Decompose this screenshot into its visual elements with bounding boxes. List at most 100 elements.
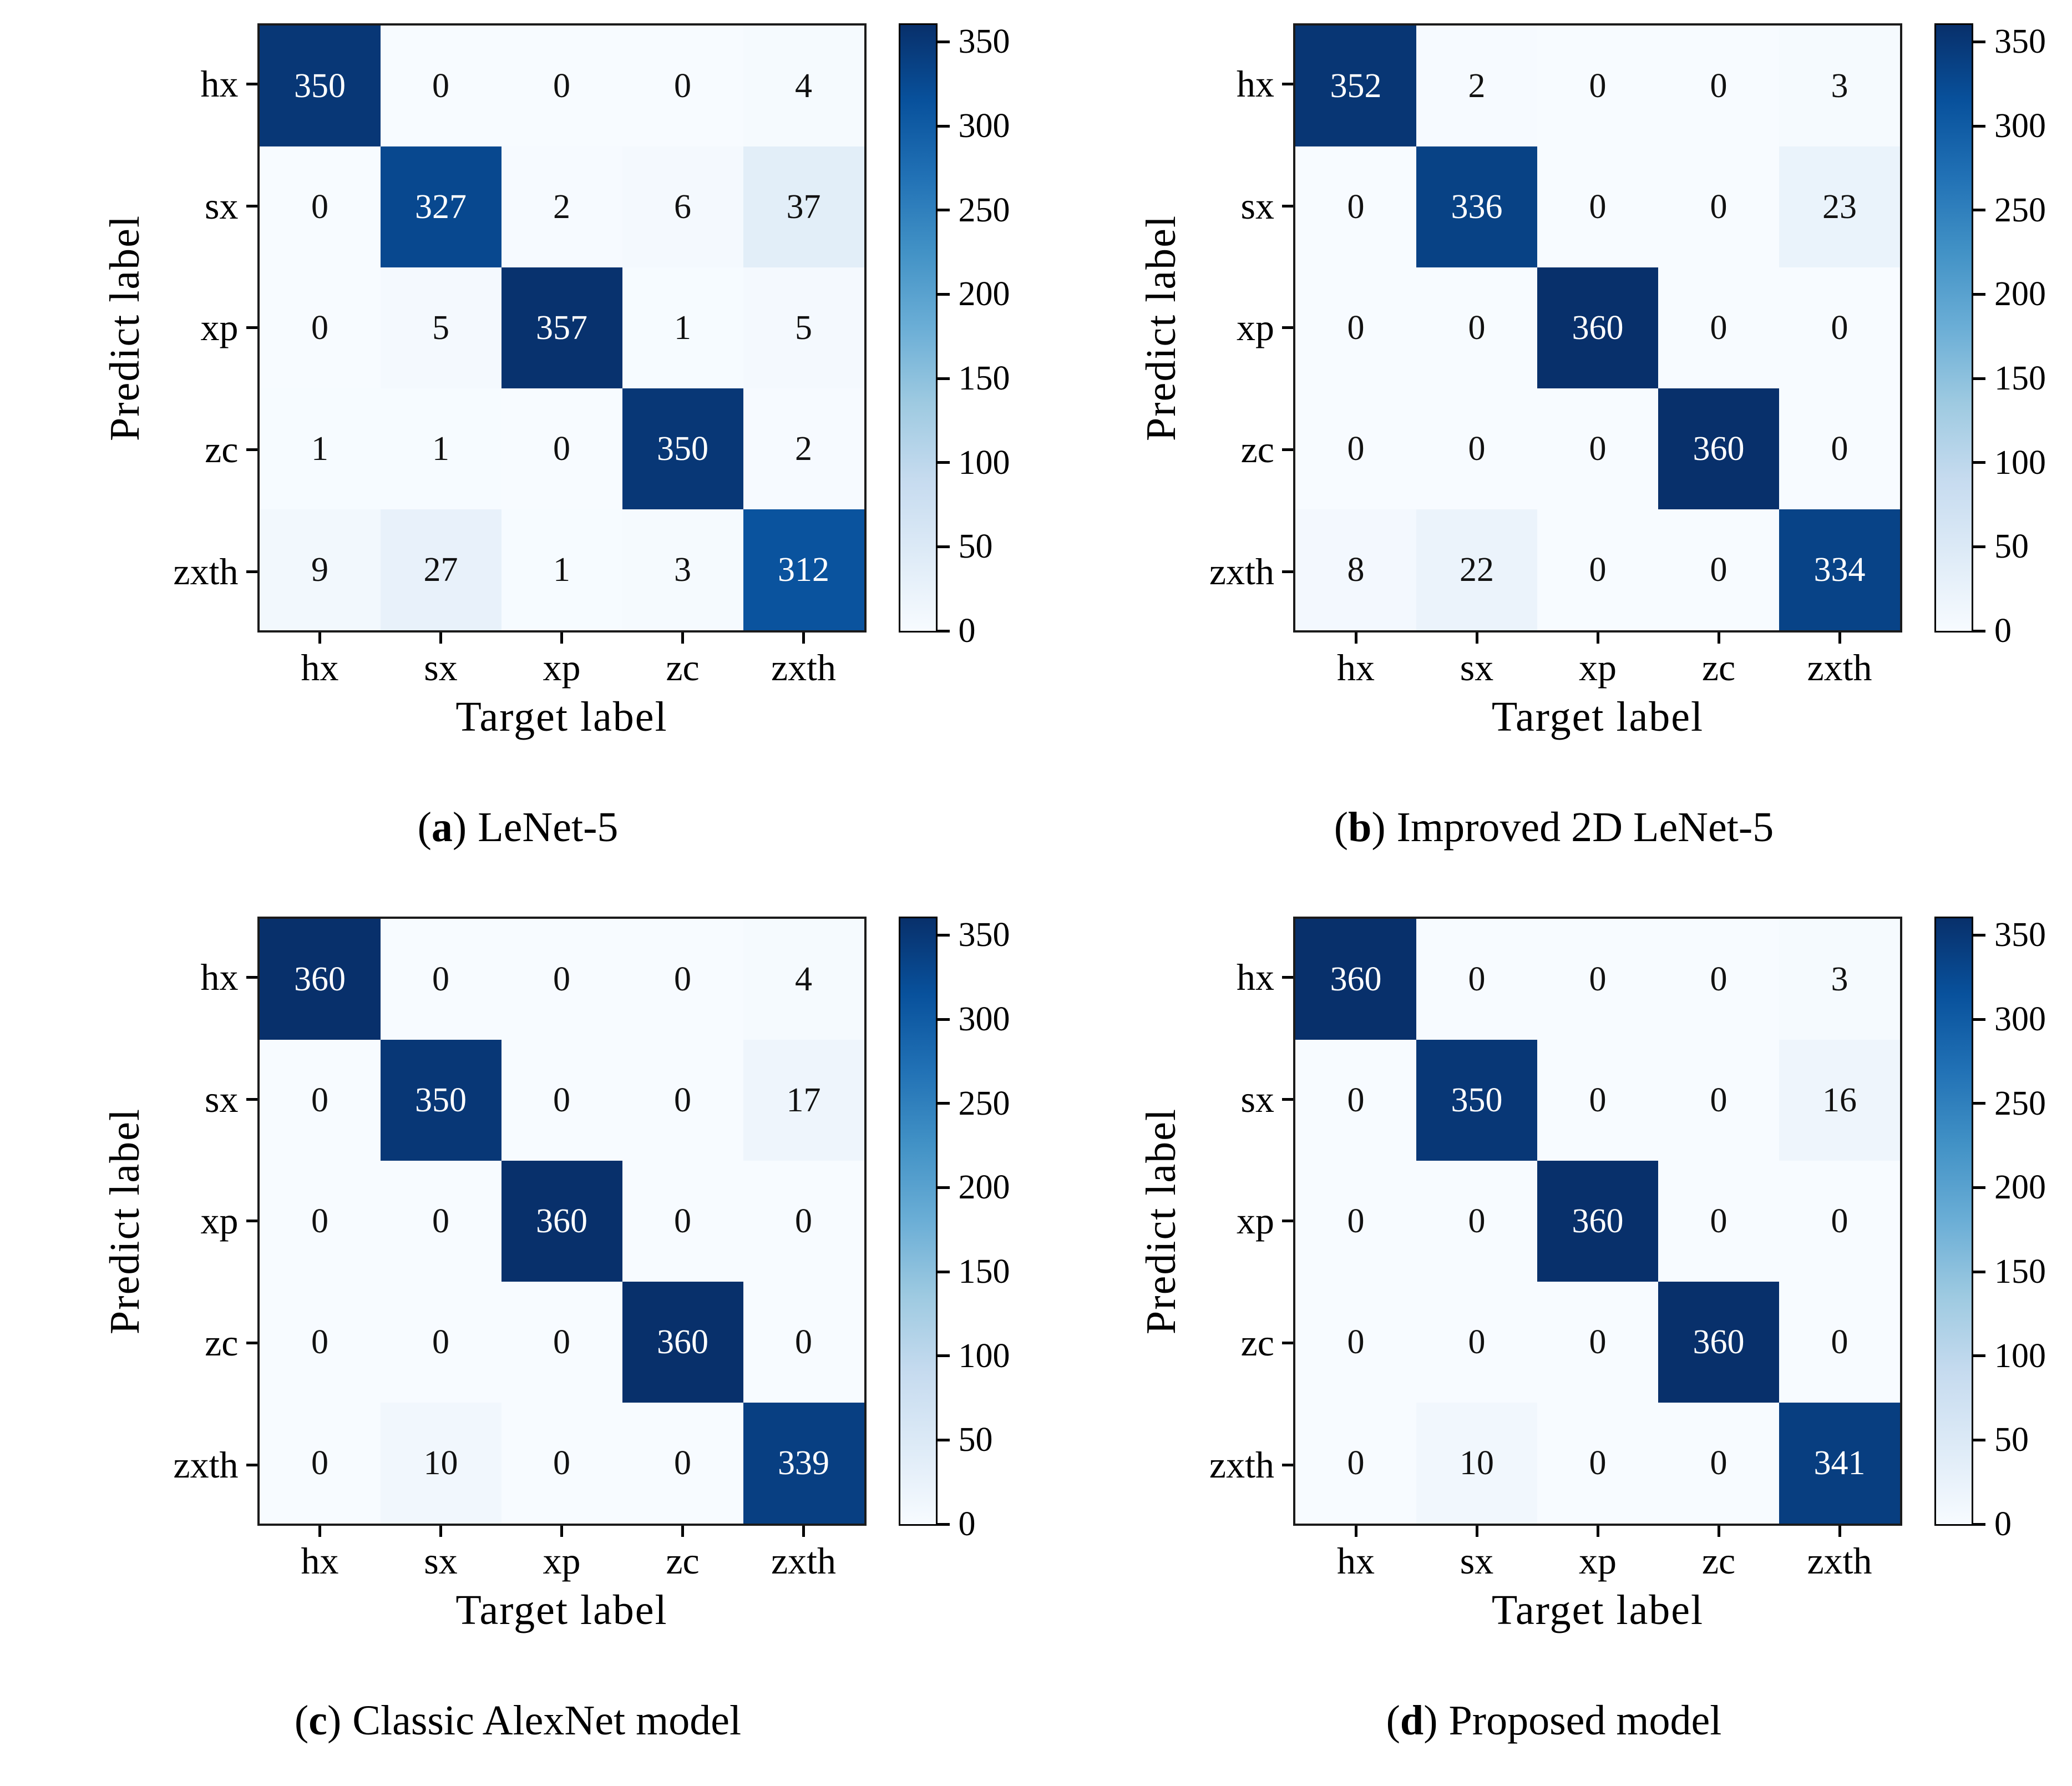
colorbar-tick-label: 250 bbox=[1994, 1084, 2046, 1122]
x-tick-label: xp bbox=[1579, 646, 1617, 689]
heatmap-cell-xp-zxth: 0 bbox=[1779, 267, 1900, 388]
colorbar-ticks: 0 50 100 150 200 250 300 350 bbox=[1973, 918, 2072, 1541]
caption-close-paren: ) bbox=[327, 1697, 342, 1744]
x-tick-mark bbox=[681, 1526, 684, 1537]
heatmap-cell-xp-zc: 0 bbox=[1658, 1161, 1779, 1282]
heatmap-cell-zxth-zxth: 339 bbox=[743, 1403, 864, 1524]
y-tick-zxth: zxth bbox=[1188, 510, 1293, 633]
y-tick-hx: hx bbox=[1188, 23, 1293, 145]
y-axis-label: Predict label bbox=[1137, 215, 1184, 441]
x-tick-mark bbox=[318, 1526, 321, 1537]
heatmap-cell-zxth-hx: 0 bbox=[1295, 1403, 1416, 1524]
colorbar-tick-250: 250 bbox=[1973, 193, 2046, 227]
heatmap-cell-sx-zxth: 23 bbox=[1779, 146, 1900, 267]
x-tick-hx: hx bbox=[260, 1526, 381, 1583]
heatmap-cell-zc-hx: 1 bbox=[259, 388, 381, 509]
y-tick-hx: hx bbox=[152, 917, 257, 1039]
y-tick-mark bbox=[246, 204, 257, 208]
panel-c: Predict label hx sx xp zc zxth 360 0 0 0 4 0 350 0 0… bbox=[0, 893, 1036, 1786]
colorbar-tick-200: 200 bbox=[937, 1168, 1010, 1207]
heatmap-cell-zc-xp: 0 bbox=[501, 1282, 622, 1403]
heatmap-cell-sx-xp: 2 bbox=[501, 146, 622, 267]
colorbar-tick-label: 50 bbox=[1994, 1421, 2029, 1459]
heatmap-cell-xp-zc: 0 bbox=[1658, 267, 1779, 388]
heatmap-grid: 350 0 0 0 4 0 327 2 6 37 0 5 357 1 5 1 1 0 350 2 9 27 1 3 312 bbox=[257, 23, 867, 633]
x-tick-zxth: zxth bbox=[743, 1526, 864, 1583]
x-tick-hx: hx bbox=[1295, 1526, 1416, 1583]
heatmap-cell-xp-hx: 0 bbox=[259, 267, 381, 388]
x-tick-zc: zc bbox=[622, 633, 743, 690]
heatmap-block: 360 0 0 0 3 0 350 0 0 16 0 0 360 0 0 0 0 0 360 0 0 10 0 0 341 hx… bbox=[1293, 917, 1902, 1635]
y-tick-label: hx bbox=[1237, 956, 1274, 999]
colorbar-tick-label: 250 bbox=[958, 1084, 1010, 1122]
colorbar-tick-label: 250 bbox=[1994, 191, 2046, 229]
colorbar-tick-150: 150 bbox=[937, 1254, 1010, 1289]
heatmap-cell-hx-zxth: 3 bbox=[1779, 919, 1900, 1040]
x-tick-mark bbox=[1354, 633, 1357, 644]
colorbar-tick-label: 0 bbox=[1994, 612, 2012, 650]
x-tick-sx: sx bbox=[1416, 633, 1537, 690]
colorbar-tick-0: 0 bbox=[1973, 1507, 2012, 1541]
x-tick-label: sx bbox=[424, 1540, 458, 1582]
x-tick-label: xp bbox=[1579, 1540, 1617, 1582]
colorbar-tick-label: 50 bbox=[1994, 528, 2029, 566]
heatmap-cell-zc-hx: 0 bbox=[1295, 1282, 1416, 1403]
x-tick-mark bbox=[439, 633, 442, 644]
y-tick-xp: xp bbox=[1188, 1160, 1293, 1282]
caption-close-paren: ) bbox=[1423, 1697, 1438, 1744]
y-tick-zxth: zxth bbox=[152, 1404, 257, 1526]
y-tick-zc: zc bbox=[152, 1282, 257, 1404]
colorbar-tick-label: 200 bbox=[1994, 1168, 2046, 1207]
colorbar-tick-mark bbox=[1973, 1186, 1985, 1189]
colorbar-tick-150: 150 bbox=[937, 361, 1010, 396]
heatmap-cell-xp-hx: 0 bbox=[259, 1161, 381, 1282]
heatmap-cell-hx-zxth: 4 bbox=[743, 919, 864, 1040]
x-tick-row: hx sx xp zc zxth bbox=[260, 1526, 864, 1583]
y-tick-mark bbox=[1282, 570, 1293, 573]
x-tick-hx: hx bbox=[1295, 633, 1416, 690]
y-tick-hx: hx bbox=[1188, 917, 1293, 1039]
colorbar-tick-350: 350 bbox=[937, 918, 1010, 952]
colorbar-tick-150: 150 bbox=[1973, 361, 2046, 396]
heatmap-cell-sx-xp: 0 bbox=[501, 1040, 622, 1161]
heatmap-cell-sx-zc: 0 bbox=[622, 1040, 743, 1161]
heatmap-cell-zc-zxth: 2 bbox=[743, 388, 864, 509]
y-tick-label: hx bbox=[200, 956, 239, 999]
x-tick-row: hx sx xp zc zxth bbox=[260, 633, 864, 690]
colorbar-tick-mark bbox=[1973, 933, 1985, 937]
heatmap-cell-sx-sx: 336 bbox=[1416, 146, 1537, 267]
x-tick-label: hx bbox=[301, 646, 339, 689]
heatmap-cell-hx-hx: 360 bbox=[259, 919, 381, 1040]
x-tick-zc: zc bbox=[622, 1526, 743, 1583]
y-tick-label: hx bbox=[1237, 63, 1274, 105]
caption-text: Proposed model bbox=[1448, 1697, 1722, 1744]
heatmap-cell-zxth-zc: 3 bbox=[622, 509, 743, 630]
heatmap-cell-hx-xp: 0 bbox=[501, 26, 622, 146]
colorbar-tick-label: 250 bbox=[958, 191, 1010, 229]
heatmap-cell-xp-xp: 360 bbox=[501, 1161, 622, 1282]
colorbar-tick-label: 350 bbox=[958, 23, 1010, 61]
heatmap-cell-xp-zc: 1 bbox=[622, 267, 743, 388]
colorbar-tick-100: 100 bbox=[1973, 1339, 2046, 1373]
colorbar-tick-label: 100 bbox=[958, 1337, 1010, 1375]
heatmap-cell-hx-zc: 0 bbox=[1658, 26, 1779, 146]
y-tick-hx: hx bbox=[152, 23, 257, 145]
colorbar-tick-label: 200 bbox=[958, 1168, 1010, 1207]
colorbar-gradient bbox=[1934, 23, 1973, 633]
x-axis-label: Target label bbox=[455, 694, 668, 740]
x-tick-mark bbox=[1838, 633, 1841, 644]
x-tick-label: sx bbox=[1460, 1540, 1494, 1582]
heatmap-cell-zc-zc: 350 bbox=[622, 388, 743, 509]
heatmap-cell-xp-zxth: 0 bbox=[743, 1161, 864, 1282]
colorbar-tick-150: 150 bbox=[1973, 1254, 2046, 1289]
heatmap-cell-zc-sx: 1 bbox=[380, 388, 501, 509]
colorbar-tick-mark bbox=[937, 933, 950, 937]
colorbar-gradient bbox=[1934, 917, 1973, 1526]
colorbar-tick-mark bbox=[1973, 1522, 1985, 1526]
colorbar-tick-mark bbox=[937, 1438, 950, 1441]
colorbar-tick-mark bbox=[937, 1270, 950, 1273]
x-tick-label: xp bbox=[543, 646, 581, 689]
x-tick-row: hx sx xp zc zxth bbox=[1295, 633, 1900, 690]
heatmap-cell-xp-sx: 0 bbox=[380, 1161, 501, 1282]
